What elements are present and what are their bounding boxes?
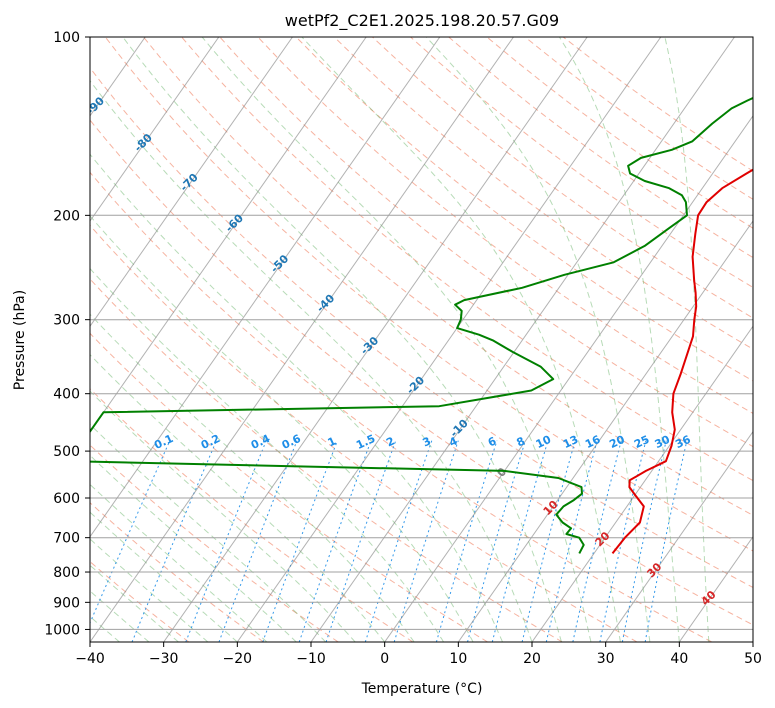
- y-tick-label: 800: [53, 565, 80, 581]
- mixing-ratio-line: [131, 440, 217, 642]
- moist-adiabat-line: [301, 37, 621, 642]
- dry-adiabat-line: [219, 37, 753, 448]
- pressure-gridlines: [90, 37, 753, 630]
- moist-adiabat-line: [90, 483, 268, 642]
- mixing-ratio-line: [435, 440, 498, 642]
- isotherm-line: [384, 114, 753, 642]
- mixing-ratio-line: [491, 440, 549, 642]
- moist-adiabat-line: [558, 37, 680, 642]
- isotherms: [90, 37, 753, 642]
- x-tick-label: −30: [149, 651, 179, 667]
- moist-adiabat-line: [90, 538, 209, 642]
- moist-adiabat-line: [90, 215, 474, 642]
- y-axis-ticks: 100 200 300 400 500 600 700 800 900 1000: [44, 30, 90, 638]
- mixing-ratio-line: [325, 440, 397, 642]
- isotherm-line: [90, 37, 441, 538]
- moist-adiabat-line: [122, 37, 562, 642]
- y-axis-label: Pressure (hPa): [12, 290, 28, 390]
- moist-adiabat-line: [90, 390, 356, 642]
- dry-adiabat-line: [90, 67, 753, 588]
- y-tick-label: 700: [53, 531, 80, 547]
- moist-adiabat-line: [425, 37, 651, 642]
- plot-frame: [89, 36, 754, 643]
- y-tick-label: 900: [53, 595, 80, 611]
- mixing-ratio-line: [572, 440, 622, 642]
- y-tick-label: 500: [53, 444, 80, 460]
- mixing-ratio-label: 25: [632, 433, 651, 451]
- dry-adiabat-line: [90, 171, 712, 642]
- isotherm-line: [90, 37, 367, 433]
- mixing-ratio-line: [521, 440, 576, 642]
- isotherm-line: [90, 37, 220, 222]
- moist-adiabat-line: [90, 423, 327, 642]
- isotherm-line: [678, 535, 753, 642]
- mixing-ratio-line: [218, 440, 298, 642]
- moist-adiabat-line: [90, 353, 386, 642]
- mixing-ratio-line: [262, 440, 338, 642]
- x-tick-label: 10: [449, 651, 467, 667]
- chart-title: wetPf2_C2E1.2025.198.20.57.G09: [285, 11, 559, 31]
- temperature-profile-line: [611, 168, 753, 555]
- x-tick-label: −40: [75, 651, 105, 667]
- mixing-ratio-line: [90, 440, 171, 625]
- mixing-ratio-label: 30: [653, 433, 673, 451]
- mixing-ratio-line: [185, 440, 267, 642]
- x-tick-label: 20: [523, 651, 541, 667]
- x-tick-label: 50: [744, 651, 762, 667]
- y-tick-label: 200: [53, 208, 80, 224]
- moist-adiabat-line: [90, 267, 445, 642]
- mixing-ratio-label: 20: [607, 433, 627, 451]
- dry-adiabat-line: [104, 37, 753, 552]
- dry-adiabat-line: [295, 37, 753, 382]
- moist-adiabat-line: [201, 37, 592, 642]
- x-tick-label: 30: [597, 651, 615, 667]
- x-axis-label: Temperature (°C): [361, 681, 483, 697]
- mixing-ratio-line: [364, 440, 433, 642]
- moist-adiabat-line: [90, 454, 297, 642]
- y-tick-label: 1000: [44, 622, 80, 638]
- series-group: [90, 96, 753, 555]
- mixing-ratio-label: 10: [534, 433, 554, 451]
- mixing-ratio-label: 13: [561, 433, 580, 451]
- mixing-ratio-lines: [90, 440, 688, 642]
- x-tick-label: 0: [380, 651, 389, 667]
- mixing-ratio-label: 16: [583, 433, 603, 451]
- moist-adiabat-line: [90, 153, 503, 642]
- isotherm-line: [90, 37, 514, 642]
- mixing-ratio-line: [467, 440, 526, 642]
- moist-adiabat-line: [90, 564, 179, 642]
- isotherm-line: [457, 220, 753, 642]
- y-tick-label: 300: [53, 313, 80, 329]
- isotherm-line: [310, 37, 735, 642]
- dry-adiabat-line: [90, 224, 638, 642]
- dry-adiabat-line: [143, 37, 753, 516]
- isotherm-line: [531, 325, 753, 642]
- y-tick-label: 400: [53, 387, 80, 403]
- moist-adiabat-line: [90, 511, 238, 642]
- dry-adiabat-line: [90, 444, 339, 642]
- dry-adiabat-line: [90, 278, 563, 642]
- dry-adiabat-line: [90, 502, 264, 642]
- isotherm-line: [163, 37, 588, 642]
- isotherm-line: [236, 37, 662, 642]
- moist-adiabat-line: [90, 79, 533, 642]
- dry-adiabat-line: [90, 332, 488, 642]
- mixing-ratio-line: [545, 440, 598, 642]
- x-tick-label: 40: [670, 651, 688, 667]
- x-tick-label: −10: [296, 651, 326, 667]
- dry-adiabat-line: [90, 119, 753, 626]
- x-axis-ticks: −40 −30 −20 −10 0 10 20 30 40 50: [75, 642, 762, 667]
- x-tick-label: −20: [223, 651, 253, 667]
- y-tick-label: 600: [53, 491, 80, 507]
- isotherm-line: [605, 430, 753, 642]
- dewpoint-profile-line: [90, 96, 753, 554]
- mixing-ratio-line: [298, 440, 372, 642]
- isotherm-line: [90, 37, 293, 328]
- dry-adiabat-line: [410, 37, 753, 289]
- mixing-ratio-label: 36: [673, 433, 693, 451]
- y-tick-label: 100: [53, 30, 80, 46]
